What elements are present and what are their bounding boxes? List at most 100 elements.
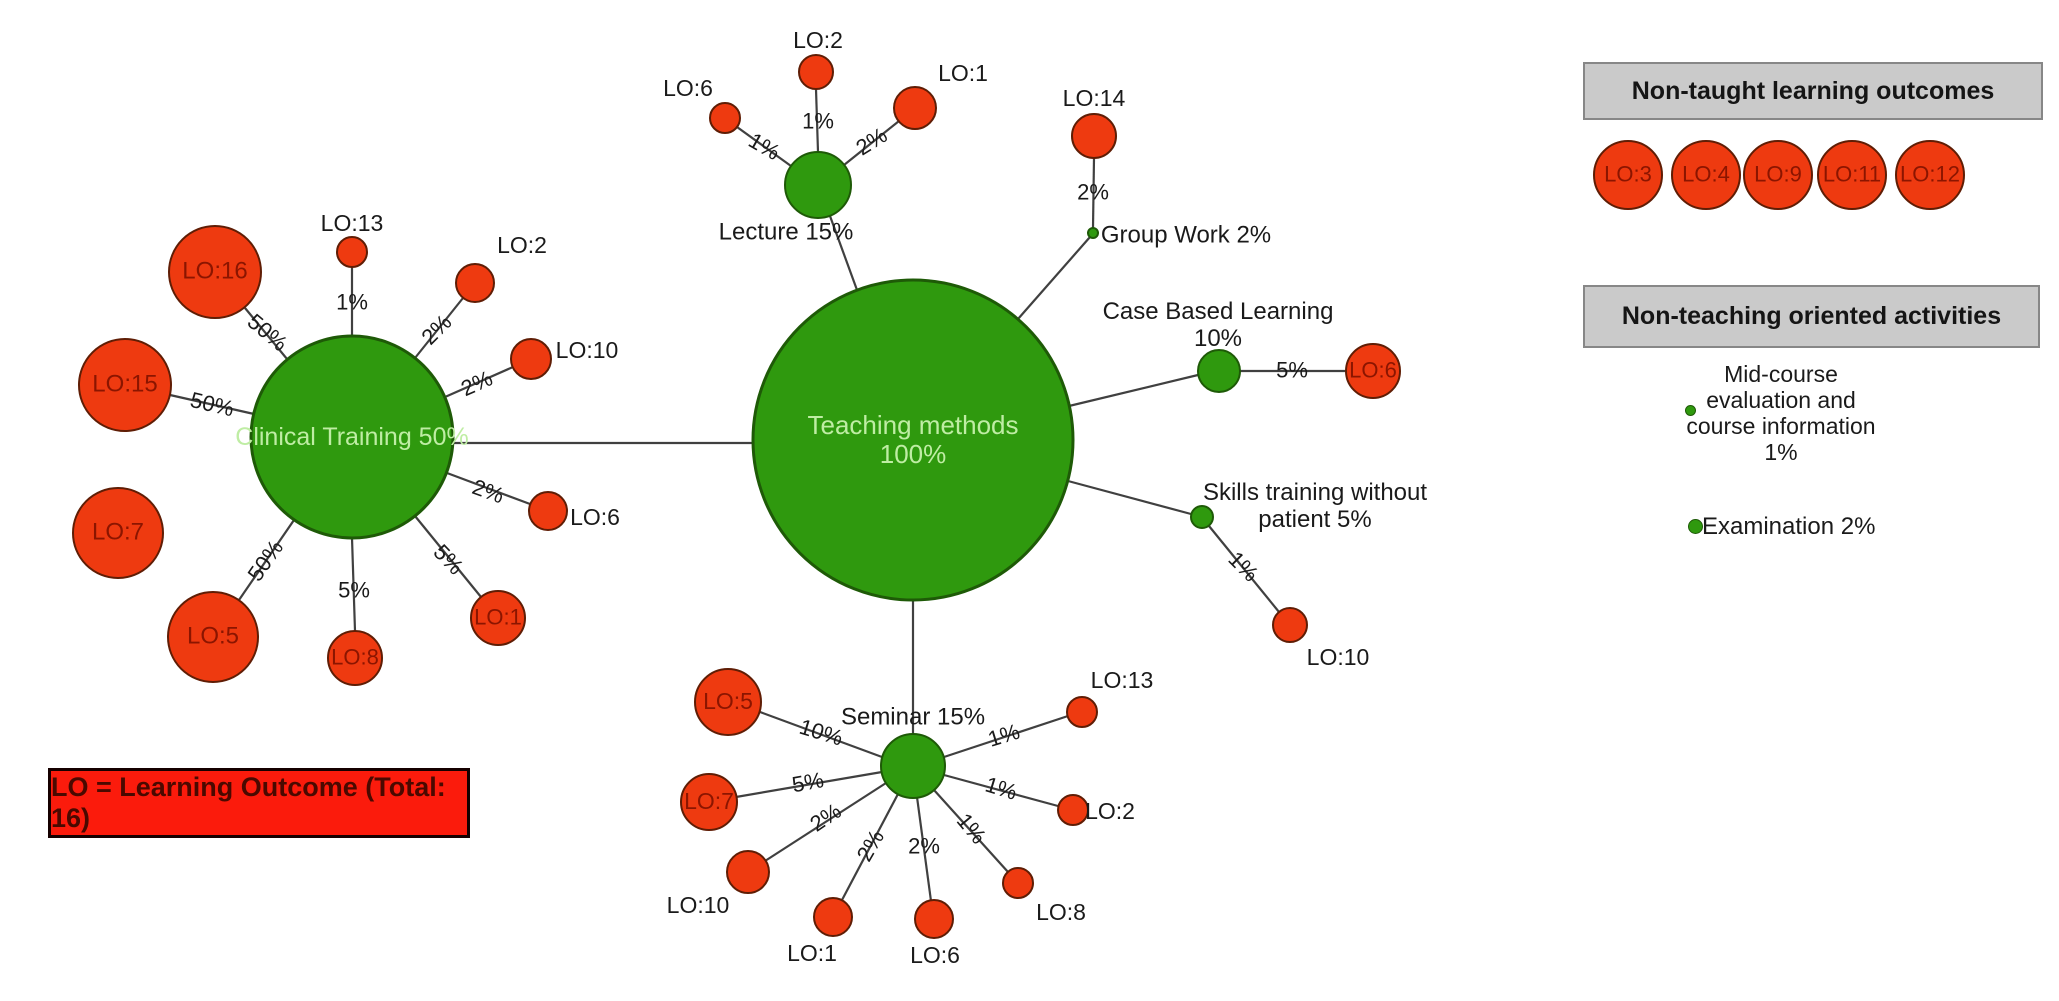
node-lo7c-label-line: LO:7 <box>91 518 145 546</box>
node-lecture-label: Lecture 15% <box>719 219 854 247</box>
node-lo8c-label: LO:8 <box>331 644 379 671</box>
edge-lo8c-clinical <box>350 537 357 632</box>
edge-label-lo13c-clinical-line: 1% <box>336 289 368 315</box>
edge-label-groupwork-lo14-line: 2% <box>1077 179 1109 205</box>
edge-label-lo8c-clinical: 5% <box>338 577 370 604</box>
edge-seminar-lo13s <box>943 714 1069 759</box>
edge-teaching-groupwork <box>1017 236 1091 320</box>
node-lo7c-circle <box>72 487 164 579</box>
node-lo10sk-label: LO:10 <box>1307 644 1370 671</box>
edge-lo1c-clinical <box>414 515 482 598</box>
node-lo1s-circle <box>813 897 853 937</box>
node-lo1c-circle <box>470 590 526 646</box>
node-skills-circle <box>1190 505 1214 529</box>
node-cbl-label: Case Based Learning 10% <box>1102 298 1334 353</box>
node-clinical-label: Clinical Training 50% <box>235 423 468 451</box>
node-lo13c-label: LO:13 <box>321 210 384 237</box>
node-lo7c-label: LO:7 <box>91 518 145 547</box>
edge-label-lo13c-clinical: 1% <box>336 289 368 316</box>
node-groupwork-label-line: Group Work 2% <box>1100 221 1272 249</box>
edge-label-lo8c-clinical-line: 5% <box>338 577 370 603</box>
node-lo8s-label-line: LO:8 <box>1036 899 1086 926</box>
node-lo6cb-circle <box>1345 343 1401 399</box>
node-skills-label-line: Skills training without <box>1202 479 1428 507</box>
mid-course-line-2: evaluation and <box>1706 387 1856 413</box>
node-lo1lec-label: LO:1 <box>938 60 988 87</box>
edge-seminar-lo5s <box>759 710 883 759</box>
node-lo1lec-circle <box>893 86 937 130</box>
node-lo13s-label-line: LO:13 <box>1090 667 1154 694</box>
node-lo7s-label-line: LO:7 <box>684 788 734 815</box>
node-groupwork-label: Group Work 2% <box>1100 221 1272 250</box>
node-lo15-label-line: LO:15 <box>92 370 158 398</box>
edge-skills-lo10sk <box>1208 525 1280 613</box>
node-lo3nt-label-line: LO:3 <box>1604 161 1652 187</box>
node-lo16-label-line: LO:16 <box>182 257 248 285</box>
lo-legend-box: LO = Learning Outcome (Total: 16) <box>48 768 470 838</box>
node-lo2s-circle <box>1057 794 1089 826</box>
node-lo2lec-label-line: LO:2 <box>793 27 843 54</box>
node-seminar-circle <box>880 733 946 799</box>
non-taught-panel-title: Non-taught learning outcomes <box>1631 76 1995 105</box>
node-cbl-label-line: Case Based Learning <box>1102 298 1334 326</box>
node-lo14-label-line: LO:14 <box>1062 85 1126 112</box>
node-lo11nt-label-line: LO:11 <box>1822 161 1882 187</box>
node-lo5s-circle <box>694 668 762 736</box>
node-lo5c-circle <box>167 591 259 683</box>
node-lo9nt-circle <box>1743 140 1813 210</box>
edge-lo6c2-clinical <box>446 471 531 506</box>
edge-lo1lec-lecture <box>843 120 900 166</box>
mid-course-line-4: 1% <box>1764 439 1798 465</box>
non-taught-panel-header: Non-taught learning outcomes <box>1583 62 2043 120</box>
edge-lo5c-clinical <box>238 519 295 601</box>
node-cbl-label-line: 10% <box>1193 325 1243 352</box>
edge-label-cbl-lo6cb-line: 5% <box>1276 357 1308 383</box>
non-teaching-panel-header: Non-teaching oriented activities <box>1583 285 2040 348</box>
edge-lo16-clinical <box>244 307 288 360</box>
node-lo11nt-circle <box>1817 140 1887 210</box>
node-lo14-label: LO:14 <box>1062 85 1126 112</box>
node-lo8s-label: LO:8 <box>1036 899 1086 926</box>
edge-seminar-lo8s <box>933 789 1009 873</box>
node-lo14-circle <box>1071 113 1117 159</box>
edge-teaching-cbl <box>1068 373 1199 408</box>
edge-seminar-lo6s <box>915 796 933 902</box>
node-lo8s-circle <box>1002 867 1034 899</box>
node-seminar-label-line: Seminar 15% <box>840 703 986 731</box>
mid-course-line-3: course information <box>1686 413 1876 439</box>
node-teaching-circle <box>751 278 1075 602</box>
node-lo2s-label-line: LO:2 <box>1085 798 1135 825</box>
node-lo6lec-circle <box>709 102 741 134</box>
node-teaching-label-line: 100% <box>879 439 947 469</box>
node-lo9nt-label-line: LO:9 <box>1754 161 1802 187</box>
node-lo7s-circle <box>680 773 738 831</box>
node-lo6s-circle <box>914 899 954 939</box>
node-lo8c-circle <box>327 630 383 686</box>
node-lo16-circle <box>168 225 262 319</box>
mid-course-line-1: Mid-course <box>1724 361 1838 387</box>
node-clinical-circle <box>249 334 455 540</box>
edge-label-groupwork-lo14: 2% <box>1077 179 1109 206</box>
node-lo10s-label-line: LO:10 <box>666 892 730 919</box>
node-seminar-label: Seminar 15% <box>840 703 986 732</box>
edge-lo15-clinical <box>169 393 255 416</box>
edge-seminar-lo1s <box>841 793 899 901</box>
node-lo15-circle <box>78 338 172 432</box>
node-lo15-label: LO:15 <box>92 370 158 399</box>
edge-lo2c-clinical <box>414 297 464 359</box>
edge-lo10c-clinical <box>444 365 514 399</box>
node-teaching-label-line: Teaching methods <box>807 409 1019 440</box>
node-lo16-label: LO:16 <box>182 257 248 286</box>
node-lo5s-label-line: LO:5 <box>703 688 753 715</box>
node-lo4nt-circle <box>1671 140 1741 210</box>
node-lo12nt-label: LO:12 <box>1900 162 1960 188</box>
node-lo10s-label: LO:10 <box>666 892 730 919</box>
node-lo5c-label-line: LO:5 <box>186 622 240 650</box>
node-lo13s-label: LO:13 <box>1090 667 1154 694</box>
edge-label-cbl-lo6cb: 5% <box>1276 357 1308 384</box>
node-lo8c-label-line: LO:8 <box>331 644 379 670</box>
node-lo4nt-label: LO:4 <box>1682 162 1730 188</box>
node-lo6lec-label-line: LO:6 <box>663 75 713 102</box>
node-lo1lec-label-line: LO:1 <box>938 60 988 87</box>
node-lo3nt-circle <box>1593 140 1663 210</box>
